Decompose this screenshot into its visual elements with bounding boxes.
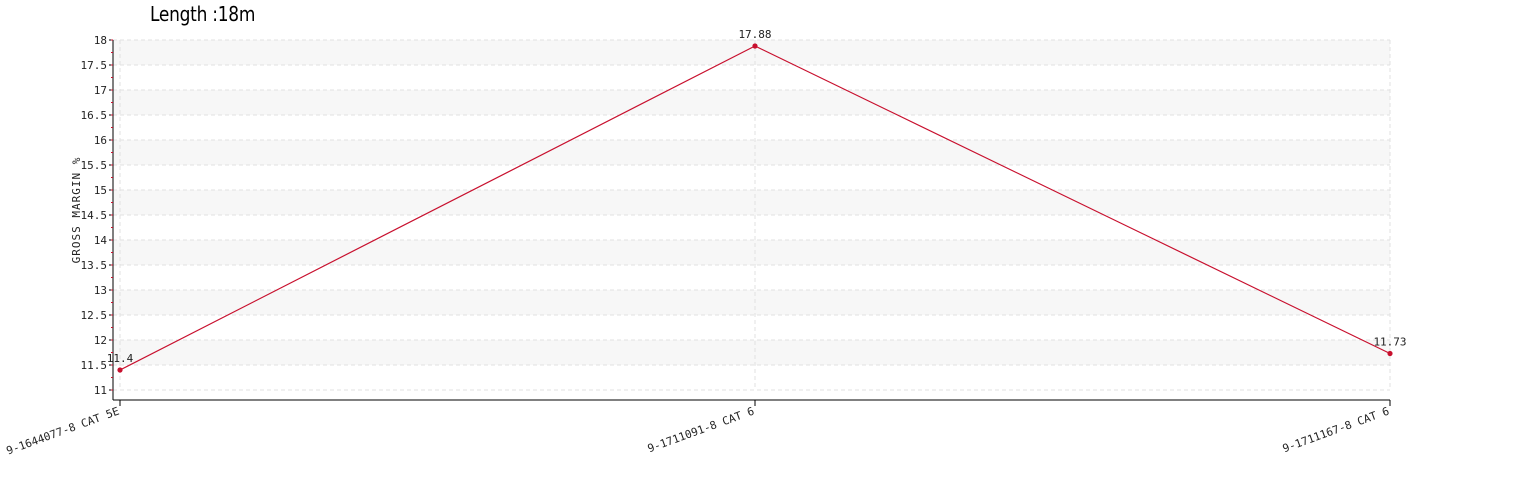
plot-bands (113, 40, 1390, 365)
data-point (117, 367, 123, 373)
x-tick-label: 9-1644077-8 CAT 5E (5, 405, 121, 458)
y-axis-ticks: 11 11.5 12 12.5 13 13.5 14 14.5 15 15.5 16 16.5 17 17… (81, 34, 113, 397)
y-axis-label: GROSS MARGIN % (70, 157, 83, 264)
y-tick-label: 15.5 (81, 159, 108, 172)
plot-band (113, 340, 1390, 365)
x-axis-ticks: 9-1644077-8 CAT 5E 9-1711091-8 CAT 6 9-171… (5, 400, 1391, 458)
data-point (1387, 350, 1393, 357)
y-tick-label: 11 (94, 384, 107, 397)
y-tick-label: 14 (94, 234, 108, 247)
plot-band (113, 240, 1390, 265)
series-group: 11.4 17.88 11.73 (107, 28, 1407, 373)
y-tick-label: 18 (94, 34, 107, 47)
y-tick-label: 16.5 (81, 109, 108, 122)
y-tick-label: 13 (94, 284, 107, 297)
plot-band (113, 140, 1390, 165)
chart-title: Length :18m (150, 2, 256, 26)
data-label: 11.73 (1373, 336, 1406, 349)
y-tick-label: 16 (94, 134, 107, 147)
plot-band (113, 40, 1390, 65)
y-tick-label: 17.5 (81, 59, 108, 72)
y-tick-label: 15 (94, 184, 107, 197)
data-point (752, 43, 758, 49)
data-label: 11.4 (107, 352, 134, 365)
y-tick-label: 17 (94, 84, 107, 97)
x-tick-label: 9-1711091-8 CAT 6 (646, 405, 756, 456)
x-tick-label: 9-1711167-8 CAT 6 (1281, 405, 1391, 456)
y-tick-label: 11.5 (81, 359, 108, 372)
y-tick-label: 12.5 (81, 309, 108, 322)
y-tick-label: 14.5 (81, 209, 108, 222)
plot-band (113, 190, 1390, 215)
data-label: 17.88 (738, 28, 771, 41)
y-tick-label: 13.5 (81, 259, 108, 272)
plot-band (113, 90, 1390, 115)
y-tick-label: 12 (94, 334, 107, 347)
plot-band (113, 290, 1390, 315)
